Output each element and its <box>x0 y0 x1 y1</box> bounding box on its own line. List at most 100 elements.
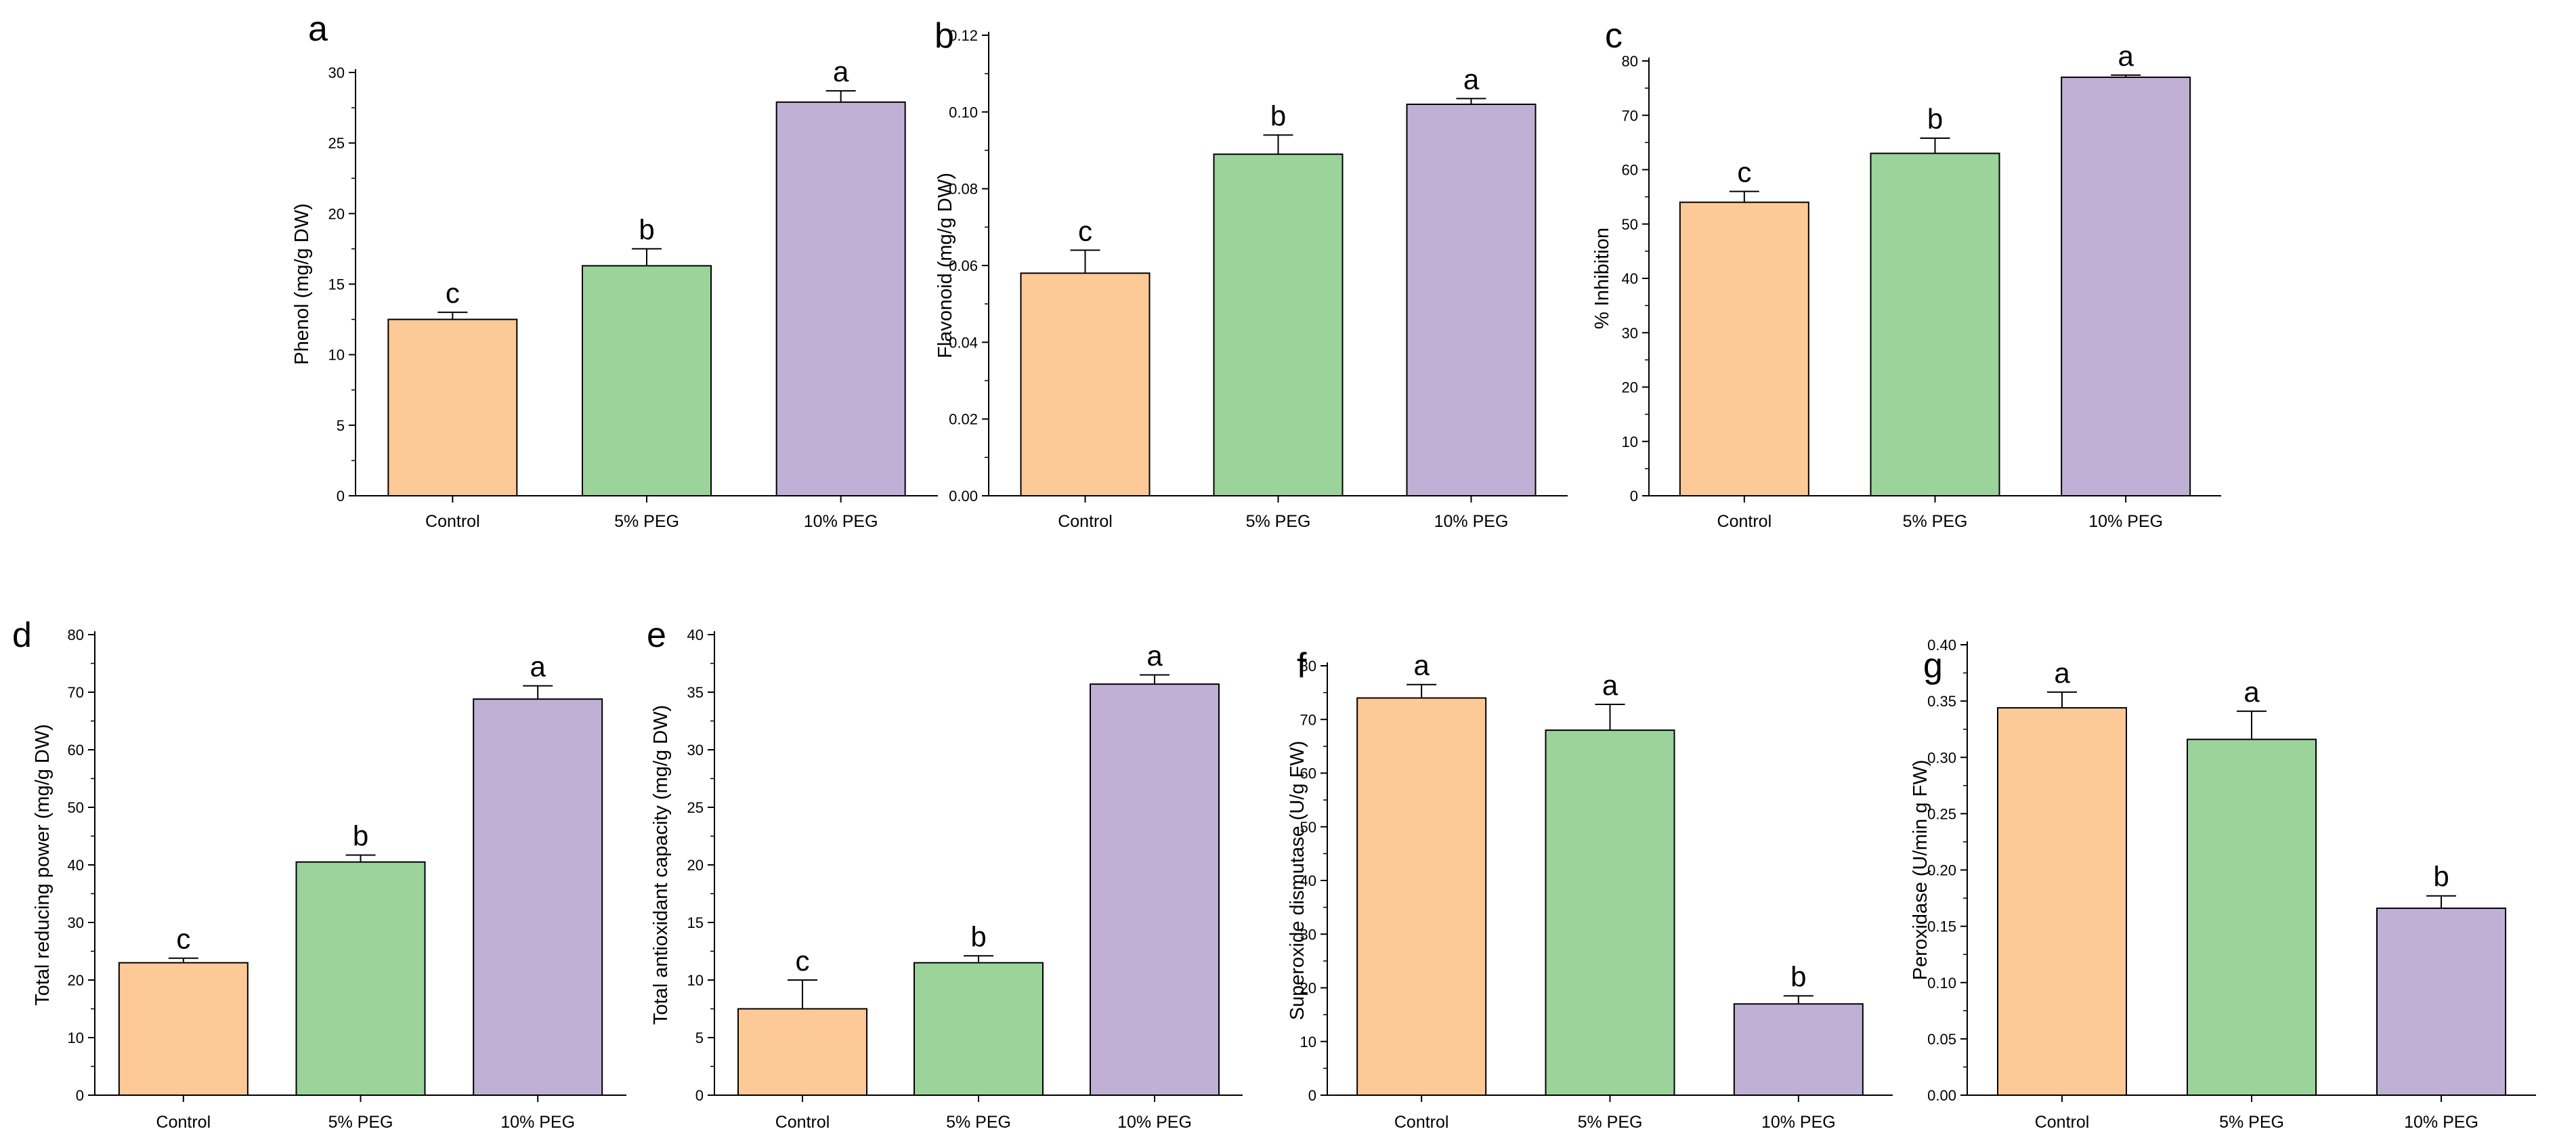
y-tick-label: 0.04 <box>949 334 978 351</box>
y-tick-label: 70 <box>68 684 84 701</box>
bar-2 <box>1545 729 1675 1096</box>
bar-1 <box>1356 697 1487 1097</box>
bar-2 <box>914 962 1044 1096</box>
bar-1 <box>1997 707 2127 1096</box>
x-tick-label: 5% PEG <box>1903 512 1968 531</box>
y-axis-title: % Inhibition <box>1591 228 1613 329</box>
y-tick-label: 80 <box>1300 658 1316 675</box>
x-tick-label: Control <box>425 512 480 531</box>
significance-letter: b <box>2433 861 2449 893</box>
y-tick-label: 0.02 <box>949 411 978 428</box>
y-tick-label: 10 <box>1622 433 1638 450</box>
x-tick-label: 5% PEG <box>614 512 679 531</box>
x-tick-label: 10% PEG <box>2088 512 2163 531</box>
y-tick-label: 10 <box>68 1029 84 1046</box>
significance-letter: c <box>1737 156 1751 188</box>
chart-panel-c: 0 10 20 30 40 50 60 70 80 % Inhibition c c Control b 5… <box>1591 16 2221 531</box>
bar-2 <box>1870 152 2000 497</box>
y-tick-label: 30 <box>68 914 84 931</box>
y-tick-label: 0 <box>76 1087 84 1104</box>
bar-3 <box>473 698 603 1096</box>
y-tick-label: 70 <box>1622 107 1638 124</box>
y-tick-label: 0 <box>1308 1087 1316 1104</box>
x-tick-label: 10% PEG <box>500 1113 575 1132</box>
significance-letter: c <box>446 277 460 309</box>
bar-1 <box>737 1008 867 1096</box>
y-tick-label: 50 <box>1622 216 1638 233</box>
y-tick-label: 5 <box>695 1029 704 1046</box>
bar-1 <box>1020 272 1151 496</box>
y-tick-label: 20 <box>328 205 345 222</box>
significance-letter: b <box>1790 960 1806 992</box>
x-tick-label: 5% PEG <box>946 1113 1011 1132</box>
significance-letter: a <box>1463 64 1480 95</box>
bar-2 <box>582 265 712 496</box>
significance-letter: a <box>2118 40 2134 72</box>
significance-letter: c <box>796 945 810 977</box>
x-tick-label: 10% PEG <box>1434 512 1509 531</box>
bar-1 <box>1679 201 1809 496</box>
y-tick-label: 0.20 <box>1927 862 1956 879</box>
significance-letter: a <box>1413 650 1430 681</box>
y-tick-label: 25 <box>328 135 345 152</box>
x-tick-label: Control <box>156 1113 211 1132</box>
y-tick-label: 60 <box>68 742 84 759</box>
y-tick-label: 50 <box>1300 819 1316 836</box>
y-tick-label: 0 <box>695 1087 704 1104</box>
y-tick-label: 0.35 <box>1927 693 1956 710</box>
y-tick-label: 0.00 <box>949 488 978 505</box>
y-tick-label: 30 <box>687 742 704 759</box>
x-tick-label: 10% PEG <box>1761 1113 1836 1132</box>
x-tick-label: Control <box>1717 512 1772 531</box>
y-tick-label: 0.05 <box>1927 1031 1956 1048</box>
y-tick-label: 25 <box>687 799 704 816</box>
x-tick-label: 5% PEG <box>1246 512 1311 531</box>
chart-panel-f: 0 10 20 30 40 50 60 70 80 Superoxide dismutase (U… <box>1287 646 1893 1132</box>
bar-3 <box>2376 908 2506 1097</box>
y-tick-label: 20 <box>1300 980 1316 997</box>
y-tick-label: 80 <box>1622 53 1638 70</box>
significance-letter: b <box>639 213 654 245</box>
y-tick-label: 0.08 <box>949 181 978 198</box>
panel-letter: g <box>1923 646 1943 685</box>
y-tick-label: 20 <box>1622 379 1638 396</box>
y-tick-label: 0.10 <box>1927 975 1956 992</box>
y-tick-label: 15 <box>687 914 704 931</box>
y-tick-label: 10 <box>1300 1034 1316 1050</box>
x-tick-label: Control <box>775 1113 830 1132</box>
y-tick-label: 0.10 <box>949 104 978 121</box>
significance-letter: c <box>1078 215 1092 247</box>
significance-letter: b <box>970 920 986 952</box>
y-tick-label: 70 <box>1300 711 1316 728</box>
significance-letter: c <box>176 923 190 955</box>
x-tick-label: Control <box>2035 1113 2090 1132</box>
x-tick-label: 10% PEG <box>804 512 878 531</box>
x-tick-label: Control <box>1394 1113 1449 1132</box>
y-axis-title: Peroxidase (U/min g FW) <box>1910 760 1931 981</box>
panel-letter: c <box>1605 16 1623 56</box>
y-tick-label: 20 <box>687 857 704 874</box>
panel-letter: e <box>647 616 666 655</box>
significance-letter: a <box>2244 676 2260 708</box>
panel-letter: d <box>12 616 32 655</box>
y-axis-title: Flavonoid (mg/g DW) <box>935 173 956 358</box>
bar-3 <box>1733 1003 1864 1097</box>
y-tick-label: 0.15 <box>1927 918 1956 935</box>
chart-panel-d: 0 10 20 30 40 50 60 70 80 Total reducing power (m… <box>12 616 626 1132</box>
y-tick-label: 40 <box>1622 270 1638 287</box>
bar-2 <box>1213 153 1344 497</box>
y-tick-label: 0.12 <box>949 27 978 44</box>
bar-1 <box>387 318 518 496</box>
significance-letter: b <box>1927 103 1943 135</box>
x-tick-label: Control <box>1058 512 1113 531</box>
y-tick-label: 0.06 <box>949 257 978 274</box>
chart-panel-b: 0.00 0.02 0.04 0.06 0.08 0.10 0.12 Flavonoid (m… <box>935 16 1568 531</box>
y-tick-label: 20 <box>68 972 84 989</box>
y-tick-label: 40 <box>68 857 84 874</box>
bar-3 <box>1406 104 1537 496</box>
chart-panel-a: 0 5 10 15 20 25 30 Phenol (mg/g DW) a c Control b 5%… <box>291 9 938 531</box>
panel-letter: a <box>308 9 328 49</box>
y-tick-label: 35 <box>687 684 704 701</box>
bar-2 <box>2187 738 2317 1096</box>
